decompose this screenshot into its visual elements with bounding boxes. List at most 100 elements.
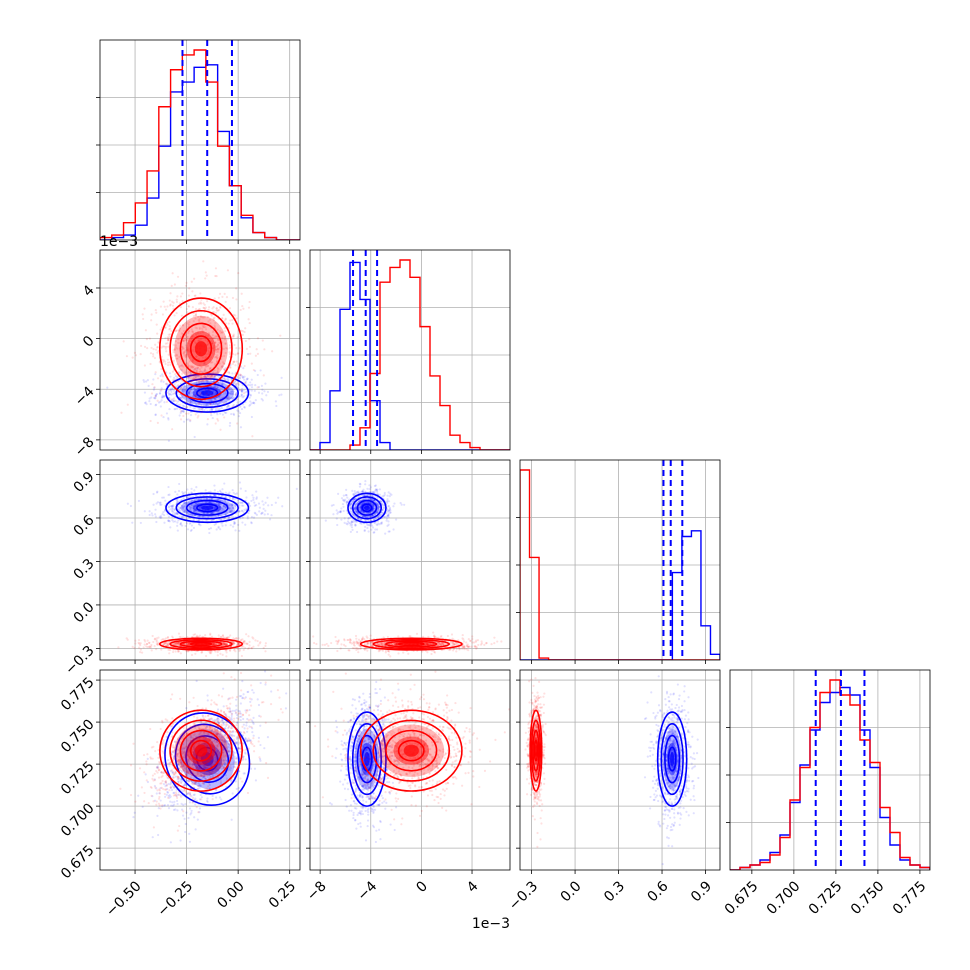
point: [194, 341, 197, 344]
point: [349, 503, 352, 506]
point: [167, 644, 170, 647]
point: [342, 494, 345, 497]
density-fill: [201, 390, 214, 396]
point: [234, 393, 237, 396]
point: [192, 504, 195, 508]
point: [207, 350, 210, 353]
point: [228, 424, 231, 427]
point: [197, 339, 201, 342]
point: [154, 508, 157, 511]
point: [178, 368, 182, 371]
point: [168, 361, 171, 364]
point: [228, 375, 231, 379]
point: [177, 403, 180, 406]
point: [218, 390, 221, 393]
point: [242, 376, 245, 379]
point: [376, 511, 379, 514]
point: [151, 383, 154, 386]
point: [206, 418, 209, 421]
point: [369, 486, 372, 489]
point: [206, 423, 209, 426]
point: [357, 490, 360, 493]
point: [189, 400, 193, 403]
point: [187, 323, 191, 326]
point: [237, 642, 240, 646]
point: [214, 392, 217, 395]
point: [226, 636, 229, 640]
point: [206, 374, 209, 378]
point: [185, 353, 188, 356]
point: [164, 360, 167, 363]
point: [184, 344, 188, 347]
point: [181, 506, 185, 509]
point: [219, 331, 222, 334]
point: [351, 520, 354, 524]
point: [254, 383, 257, 387]
point: [210, 361, 213, 364]
point: [221, 382, 224, 386]
point: [168, 396, 171, 400]
point: [228, 399, 231, 402]
point: [219, 380, 222, 384]
point: [234, 529, 237, 532]
point: [189, 414, 193, 417]
point: [173, 508, 176, 511]
point: [247, 306, 251, 309]
point: [200, 651, 203, 654]
point: [166, 358, 169, 361]
point: [223, 505, 226, 508]
point: [148, 337, 152, 340]
point: [202, 378, 205, 381]
point: [191, 330, 194, 333]
point: [215, 350, 218, 354]
point: [221, 634, 225, 637]
point: [349, 524, 352, 527]
point: [368, 490, 371, 494]
point: [468, 645, 471, 648]
point: [363, 647, 367, 650]
point: [239, 501, 242, 505]
point: [192, 332, 195, 335]
point: [263, 390, 266, 393]
point: [353, 506, 356, 509]
point: [218, 407, 221, 410]
point: [400, 503, 403, 506]
point: [225, 296, 229, 299]
point: [171, 519, 174, 522]
point: [176, 384, 179, 387]
point: [199, 380, 203, 383]
point: [330, 504, 334, 507]
point: [177, 384, 180, 387]
point: [245, 347, 249, 350]
point: [194, 508, 197, 512]
point: [224, 411, 227, 414]
point: [192, 334, 195, 338]
point: [225, 406, 229, 409]
point: [363, 515, 366, 518]
point: [359, 522, 362, 525]
point: [163, 305, 166, 308]
point: [190, 506, 193, 510]
contour-line: [189, 641, 213, 647]
point: [179, 507, 182, 510]
point: [205, 511, 208, 515]
point: [193, 391, 196, 394]
point: [154, 513, 157, 516]
point: [223, 354, 226, 358]
point: [193, 499, 196, 502]
point: [194, 374, 197, 377]
point: [238, 374, 242, 377]
point: [451, 641, 454, 645]
point: [231, 392, 234, 396]
point: [190, 388, 193, 391]
point: [261, 339, 264, 342]
point: [229, 510, 232, 514]
point: [380, 513, 383, 516]
point: [187, 418, 190, 421]
point: [358, 499, 361, 503]
point: [376, 488, 379, 491]
point: [377, 507, 380, 510]
point: [159, 503, 162, 506]
point: [223, 338, 226, 341]
point: [171, 272, 174, 275]
